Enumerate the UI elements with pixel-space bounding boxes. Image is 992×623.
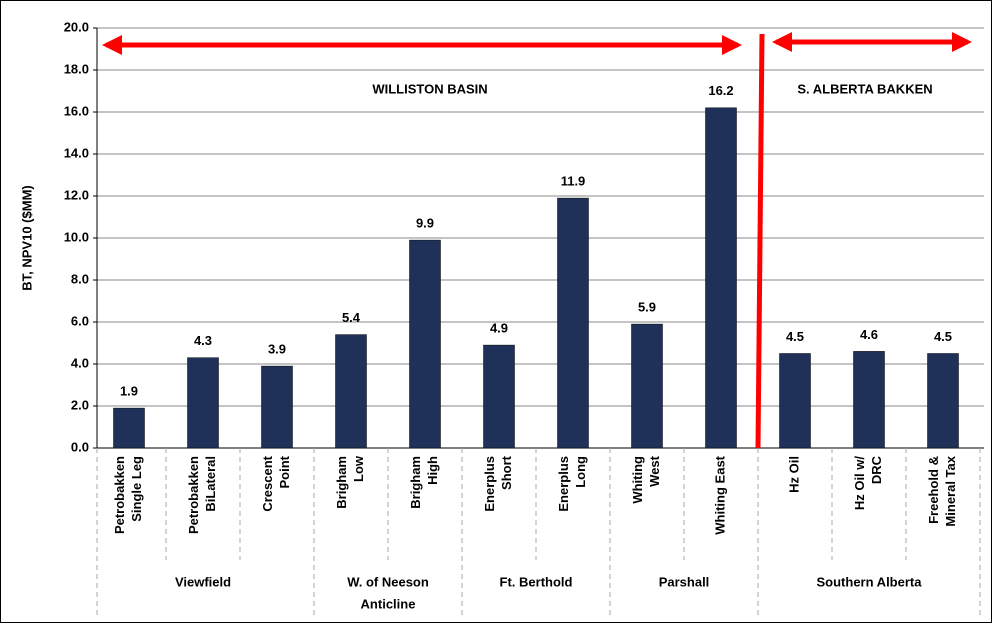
x-tick-label: Whiting East	[712, 455, 727, 534]
x-tick-label: Petrobakken	[112, 456, 127, 534]
group-label: Anticline	[361, 596, 416, 611]
value-label: 4.6	[860, 327, 878, 342]
x-tick-label: Whiting	[630, 456, 645, 504]
bar	[705, 107, 737, 449]
y-tick-label: 4.0	[71, 355, 89, 370]
value-label: 16.2	[708, 83, 733, 98]
y-tick-label: 20.0	[64, 19, 89, 34]
x-tick-label: BiLateral	[203, 456, 218, 512]
value-label: 4.9	[490, 321, 508, 336]
x-tick-label: Freehold &	[926, 456, 941, 524]
bar	[853, 351, 885, 449]
y-tick-label: 16.0	[64, 103, 89, 118]
bar	[779, 353, 811, 449]
x-tick-label: West	[647, 455, 662, 486]
y-tick-label: 0.0	[71, 439, 89, 454]
annotation: WILLISTON BASIN	[372, 81, 487, 96]
x-tick-label: Brigham	[334, 456, 349, 509]
x-tick-label: DRC	[869, 455, 884, 484]
x-tick-label: High	[425, 456, 440, 485]
group-label: Southern Alberta	[817, 574, 923, 589]
bar	[631, 323, 663, 449]
x-tick-label: Brigham	[408, 456, 423, 509]
x-tick-label: Short	[499, 455, 514, 490]
value-label: 4.5	[786, 329, 804, 344]
x-tick-label: Point	[277, 455, 292, 488]
y-tick-label: 2.0	[71, 397, 89, 412]
annotation: S. ALBERTA BAKKEN	[797, 81, 932, 96]
y-axis-label: BT, NPV10 ($MM)	[19, 185, 34, 290]
y-tick-label: 10.0	[64, 229, 89, 244]
bar	[927, 353, 959, 449]
y-tick-label: 14.0	[64, 145, 89, 160]
value-label: 9.9	[416, 216, 434, 231]
x-tick-label: Single Leg	[129, 456, 144, 522]
x-tick-label: Hz Oil	[786, 456, 801, 493]
value-label: 1.9	[120, 384, 138, 399]
group-label: W. of Neeson	[347, 574, 429, 589]
y-tick-label: 6.0	[71, 313, 89, 328]
x-tick-label: Enerplus	[556, 456, 571, 512]
y-tick-label: 12.0	[64, 187, 89, 202]
bar	[557, 197, 589, 449]
bar	[335, 334, 367, 449]
bar	[113, 407, 145, 449]
value-label: 11.9	[561, 174, 586, 189]
x-tick-label: Long	[573, 456, 588, 488]
value-label: 5.9	[638, 300, 656, 315]
group-label: Ft. Berthold	[500, 574, 573, 589]
value-label: 5.4	[342, 310, 361, 325]
x-tick-label: Low	[351, 455, 366, 482]
x-tick-label: Crescent	[260, 455, 275, 511]
bar	[483, 344, 515, 449]
group-label: Parshall	[659, 574, 710, 589]
bar	[187, 357, 219, 449]
value-label: 4.5	[934, 329, 952, 344]
bar	[261, 365, 293, 449]
value-label: 3.9	[268, 342, 286, 357]
group-label: Viewfield	[175, 574, 231, 589]
region-divider	[755, 33, 765, 449]
x-tick-label: Mineral Tax	[943, 455, 958, 526]
y-tick-label: 18.0	[64, 61, 89, 76]
bar	[409, 239, 441, 449]
x-tick-label: Petrobakken	[186, 456, 201, 534]
x-tick-label: Hz Oil w/	[852, 456, 867, 511]
x-tick-label: Enerplus	[482, 456, 497, 512]
value-label: 4.3	[194, 333, 212, 348]
y-tick-label: 8.0	[71, 271, 89, 286]
